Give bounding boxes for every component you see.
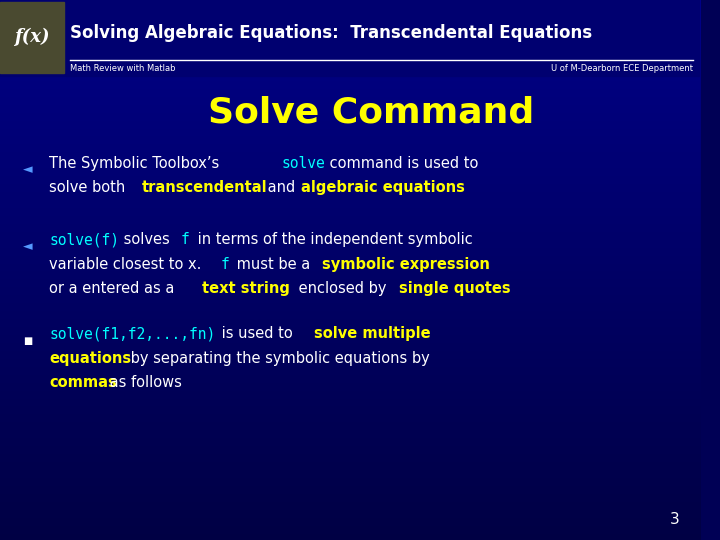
Text: single quotes: single quotes	[399, 281, 510, 296]
Text: equations: equations	[49, 350, 131, 366]
Text: Solving Algebraic Equations:  Transcendental Equations: Solving Algebraic Equations: Transcenden…	[70, 24, 592, 43]
Text: command is used to: command is used to	[325, 156, 478, 171]
Text: commas: commas	[49, 375, 117, 390]
Text: f: f	[220, 256, 229, 272]
Text: text string: text string	[202, 281, 289, 296]
Bar	[0, 2, 64, 73]
Text: solve(f1,f2,...,fn): solve(f1,f2,...,fn)	[49, 326, 215, 341]
Text: or a entered as a: or a entered as a	[49, 281, 179, 296]
Text: and: and	[263, 180, 300, 195]
Text: by separating the symbolic equations by: by separating the symbolic equations by	[126, 350, 430, 366]
Text: in terms of the independent symbolic: in terms of the independent symbolic	[192, 232, 472, 247]
Text: Solve Command: Solve Command	[208, 96, 534, 129]
Text: The Symbolic Toolbox’s: The Symbolic Toolbox’s	[49, 156, 224, 171]
Text: solve both: solve both	[49, 180, 130, 195]
Text: f: f	[181, 232, 189, 247]
Text: solve(f): solve(f)	[49, 232, 119, 247]
Text: 3: 3	[670, 511, 679, 526]
Text: transcendental: transcendental	[142, 180, 268, 195]
Text: Math Review with Matlab: Math Review with Matlab	[70, 64, 176, 72]
Text: is used to: is used to	[217, 326, 297, 341]
Text: variable closest to x.: variable closest to x.	[49, 256, 211, 272]
Text: f(x): f(x)	[14, 28, 50, 46]
Text: U of M-Dearborn ECE Department: U of M-Dearborn ECE Department	[551, 64, 693, 72]
Bar	[0, 0, 700, 76]
Text: algebraic equations: algebraic equations	[301, 180, 465, 195]
Text: must be a: must be a	[233, 256, 315, 272]
Text: ◄: ◄	[23, 240, 33, 253]
Text: solve: solve	[282, 156, 325, 171]
Text: solve multiple: solve multiple	[314, 326, 431, 341]
Text: ■: ■	[23, 336, 32, 346]
Text: solves: solves	[119, 232, 174, 247]
Text: enclosed by: enclosed by	[294, 281, 391, 296]
Text: ◄: ◄	[23, 164, 33, 177]
Text: symbolic expression: symbolic expression	[322, 256, 490, 272]
Text: as follows: as follows	[105, 375, 182, 390]
